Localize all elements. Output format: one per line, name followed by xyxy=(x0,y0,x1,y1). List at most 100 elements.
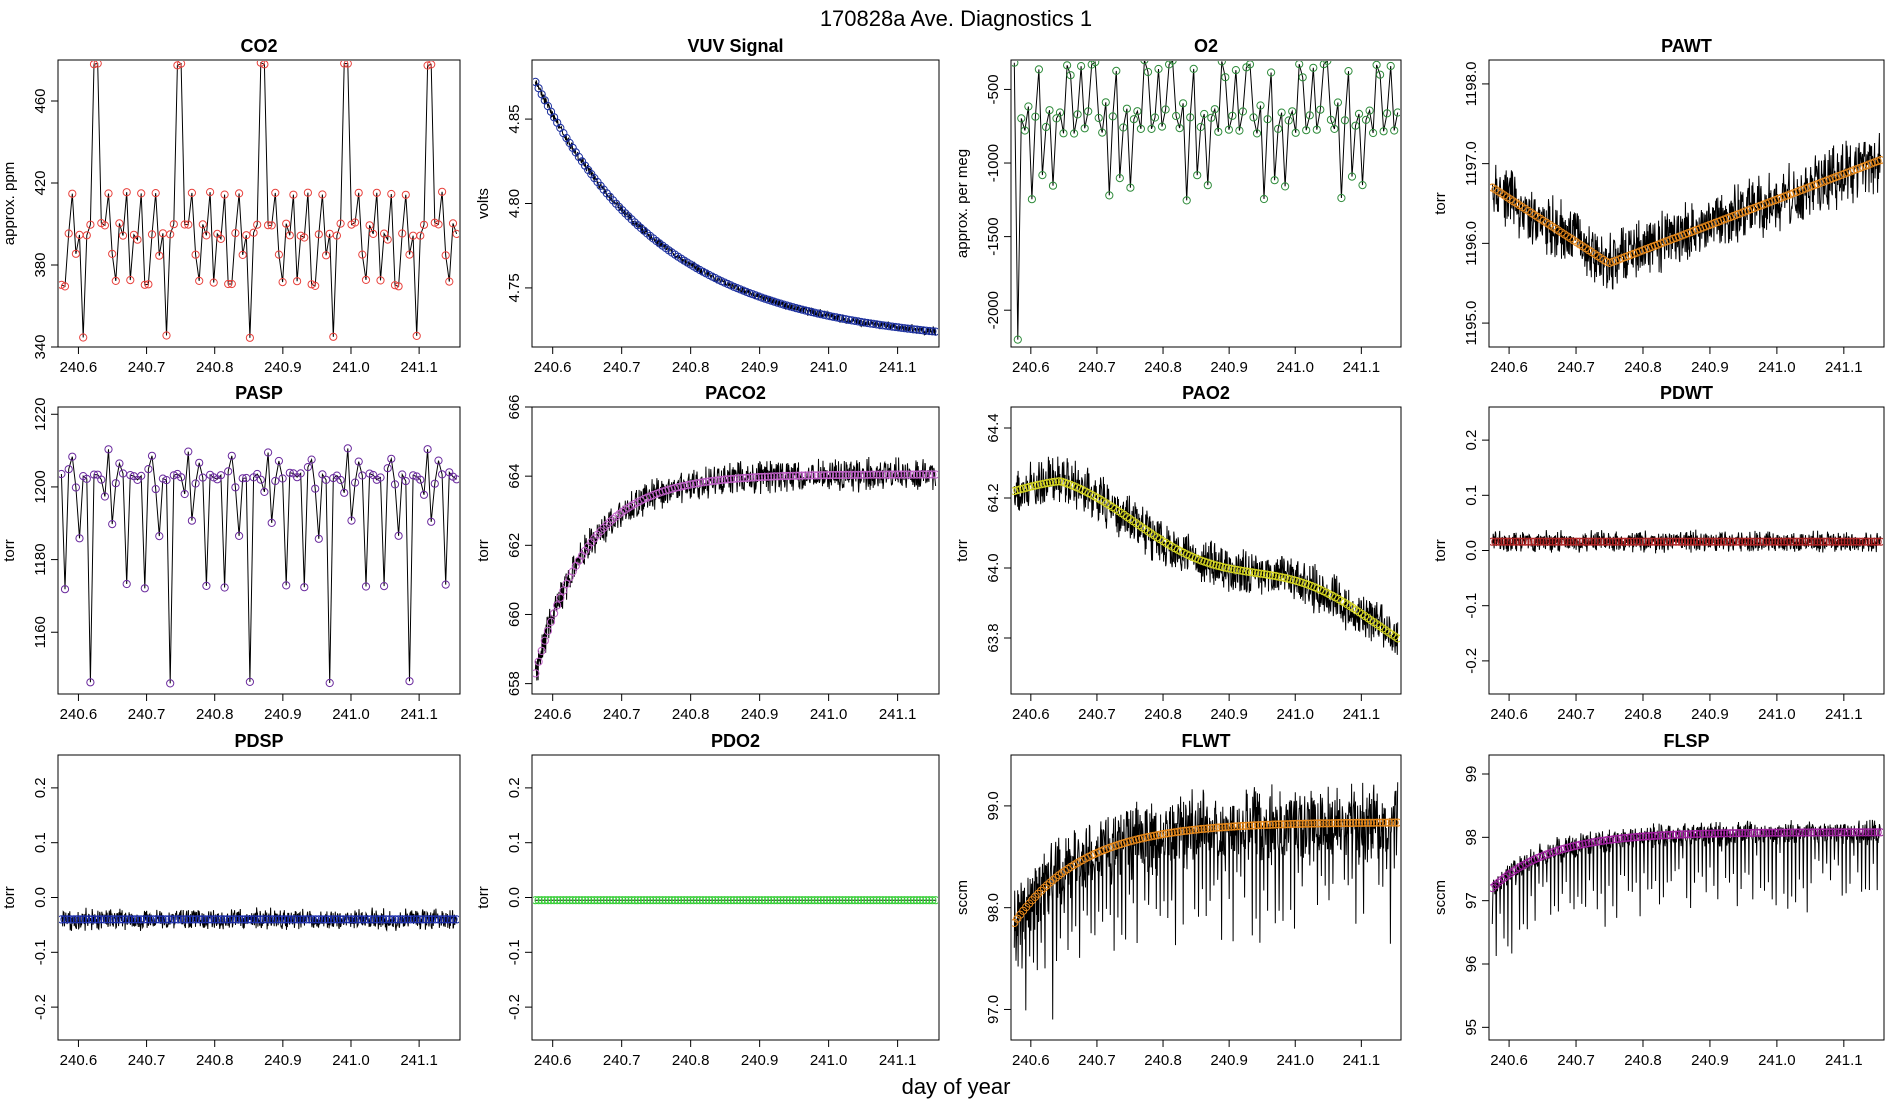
avg-point-paco2 xyxy=(884,470,894,479)
x-tick-label-pao2: 241.0 xyxy=(1276,706,1314,723)
avg-point-flsp xyxy=(1578,840,1587,849)
avg-point-pasp xyxy=(401,477,410,486)
plot-frame-paco2 xyxy=(531,406,940,695)
avg-point-flwt xyxy=(1161,829,1171,838)
avg-point-pdwt xyxy=(1786,537,1795,546)
avg-point-pdsp xyxy=(271,915,280,924)
avg-point-pasp xyxy=(151,485,160,494)
avg-point-o2 xyxy=(1376,70,1385,79)
avg-point-vuv-signal xyxy=(850,316,860,325)
x-tick-label-pasp: 240.8 xyxy=(196,706,234,723)
avg-point-flsp xyxy=(1837,828,1846,837)
avg-point-co2 xyxy=(111,276,120,285)
avg-point-flsp xyxy=(1575,840,1584,850)
avg-point-paco2 xyxy=(776,472,785,481)
avg-point-pdwt xyxy=(1783,537,1792,546)
avg-point-flwt xyxy=(1188,825,1197,835)
avg-point-pasp xyxy=(177,473,186,482)
avg-point-pdsp xyxy=(161,915,170,924)
avg-point-pdsp xyxy=(317,915,326,924)
avg-point-pasp xyxy=(86,678,95,687)
avg-point-pdsp xyxy=(213,915,222,924)
avg-point-co2 xyxy=(322,251,331,260)
panel-pdwt: PDWT torr -0.2 -0.1 0.0 0.1 0.2 240.6 240.7 240.8… xyxy=(1432,383,1885,723)
avg-point-flwt xyxy=(1194,825,1203,834)
avg-point-paco2 xyxy=(729,474,739,483)
avg-point-pdo2 xyxy=(754,896,763,905)
avg-point-pao2 xyxy=(1224,564,1233,573)
avg-point-o2 xyxy=(1087,61,1096,69)
avg-point-vuv-signal xyxy=(872,320,881,329)
avg-point-pdsp xyxy=(382,915,391,924)
avg-point-co2 xyxy=(118,231,128,240)
avg-point-co2 xyxy=(351,218,360,227)
avg-point-pdo2 xyxy=(562,896,571,905)
y-tick-label-pawt: 1195.0 xyxy=(1463,301,1480,346)
avg-point-pdwt xyxy=(1747,537,1756,546)
avg-point-pdwt xyxy=(1545,537,1554,546)
x-tick-label-pawt: 240.6 xyxy=(1490,359,1528,376)
avg-point-pdo2 xyxy=(534,896,543,905)
avg-point-pdo2 xyxy=(577,896,587,905)
avg-point-flwt xyxy=(1381,818,1390,827)
series-flsp xyxy=(1490,819,1883,957)
x-tick-label-o2: 240.8 xyxy=(1144,359,1182,376)
avg-point-vuv-signal xyxy=(906,324,915,333)
avg-point-paco2 xyxy=(931,470,938,479)
avg-point-pdwt xyxy=(1813,537,1822,546)
avg-point-paco2 xyxy=(553,601,562,610)
avg-point-o2 xyxy=(1288,107,1297,116)
avg-point-co2 xyxy=(82,231,91,240)
avg-point-paco2 xyxy=(686,480,695,489)
avg-point-vuv-signal xyxy=(928,327,937,336)
avg-point-co2 xyxy=(394,282,403,291)
avg-point-pdsp xyxy=(133,915,143,924)
avg-point-flsp xyxy=(1858,828,1867,837)
avg-point-paco2 xyxy=(909,470,918,479)
avg-point-pao2 xyxy=(1034,480,1043,489)
avg-point-pasp xyxy=(311,484,320,493)
avg-point-flwt xyxy=(1295,819,1304,829)
raw-trace-paco2 xyxy=(534,456,937,681)
avg-point-pasp xyxy=(104,445,113,454)
avg-point-pdo2 xyxy=(624,896,633,905)
avg-point-vuv-signal xyxy=(875,320,884,329)
avg-point-co2 xyxy=(260,61,269,69)
avg-point-pdo2 xyxy=(782,896,791,905)
avg-point-paco2 xyxy=(832,470,841,480)
avg-point-pdwt xyxy=(1665,537,1675,546)
avg-point-pdo2 xyxy=(764,896,773,905)
avg-point-o2 xyxy=(1143,67,1153,77)
avg-point-pdsp xyxy=(78,915,88,924)
avg-point-flsp xyxy=(1780,828,1789,837)
y-axis-label-pawt: torr xyxy=(1432,192,1449,215)
avg-point-flsp xyxy=(1777,828,1786,837)
avg-point-flsp xyxy=(1705,829,1714,838)
avg-point-co2 xyxy=(303,188,312,197)
avg-point-co2 xyxy=(249,228,258,237)
avg-point-o2 xyxy=(1108,112,1117,121)
avg-point-vuv-signal xyxy=(925,326,934,336)
avg-point-pdwt xyxy=(1536,537,1545,546)
avg-point-co2 xyxy=(318,190,327,199)
avg-point-pdwt xyxy=(1671,537,1681,546)
x-tick-label-pdo2: 240.8 xyxy=(672,1052,710,1069)
avg-point-co2 xyxy=(412,331,421,340)
avg-point-pdwt xyxy=(1506,537,1515,546)
avg-point-pdsp xyxy=(308,915,317,924)
avg-point-pdsp xyxy=(143,915,152,924)
avg-point-flwt xyxy=(1393,818,1400,827)
avg-point-paco2 xyxy=(773,472,782,481)
avg-point-pasp xyxy=(398,470,407,479)
x-tick-label-paco2: 240.8 xyxy=(672,706,710,723)
avg-point-paco2 xyxy=(708,476,717,486)
avg-point-pdwt xyxy=(1587,537,1596,546)
x-tick-label-pdo2: 240.7 xyxy=(603,1052,641,1069)
avg-point-flwt xyxy=(1230,822,1239,831)
avg-point-co2 xyxy=(216,234,225,243)
avg-point-vuv-signal xyxy=(795,304,804,313)
avg-point-pdsp xyxy=(75,915,84,924)
panel-title-flwt: FLWT xyxy=(1182,731,1231,751)
y-axis-label-co2: approx. ppm xyxy=(1,162,18,245)
avg-point-pdwt xyxy=(1804,537,1813,546)
